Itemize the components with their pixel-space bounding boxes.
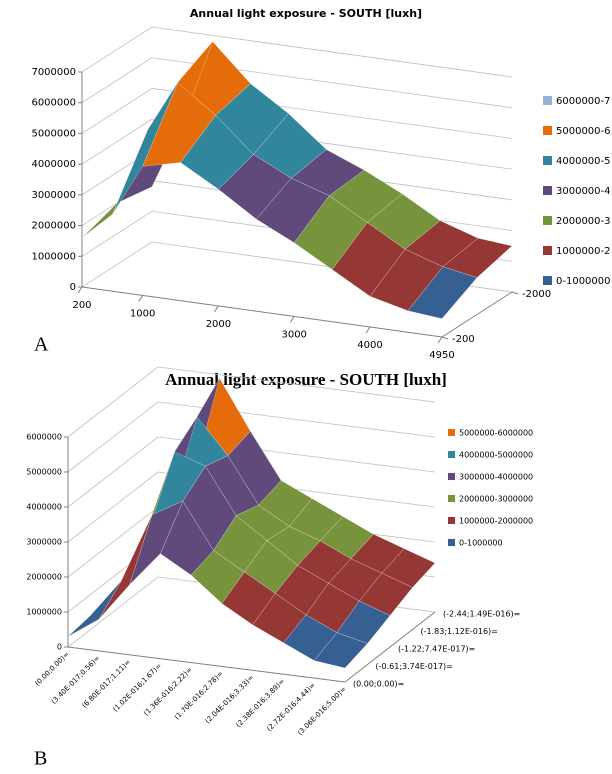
y-tick-label: 7000000: [31, 67, 76, 78]
legend-label: 3000000-4: [556, 186, 611, 197]
legend-label: 4000000-5000000: [459, 451, 533, 460]
grid-line: [67, 366, 159, 438]
chart-title: Annual light exposure - SOUTH [luxh]: [165, 370, 447, 389]
grid-line: [67, 506, 159, 578]
y-tick-label: 1000000: [31, 251, 76, 262]
legend-swatch: [448, 473, 455, 480]
legend-swatch: [448, 429, 455, 436]
legend-swatch: [448, 451, 455, 458]
legend-swatch: [543, 126, 552, 135]
depth-axis: [344, 611, 436, 683]
legend-swatch: [543, 276, 552, 285]
legend-label: 1000000-2000000: [459, 517, 533, 526]
y-tick-label: 0: [70, 282, 76, 293]
y-tick-label: 6000000: [31, 98, 76, 109]
legend-swatch: [543, 186, 552, 195]
grid-line: [67, 401, 159, 473]
y-tick-label: 3000000: [31, 190, 76, 201]
depth-tick-label: (-1.22;7.47E-017)=: [398, 645, 475, 654]
x-axis: [67, 646, 346, 683]
legend-label: 2000000-3: [556, 216, 611, 227]
depth-tick-label: -200: [452, 334, 475, 345]
grid-line: [151, 26, 513, 78]
x-tick-label: 2000: [206, 319, 231, 330]
grid-line: [67, 576, 159, 648]
grid-line: [81, 118, 153, 165]
legend-label: 1000000-2: [556, 246, 611, 257]
grid-line: [81, 241, 153, 288]
legend-label: 5000000-6000000: [459, 429, 533, 438]
x-tick: [138, 295, 144, 302]
depth-tick-label: (0.00;0.00)=: [353, 680, 404, 689]
legend-swatch: [448, 517, 455, 524]
grid-line: [81, 26, 153, 73]
x-tick-label: 4000: [357, 340, 382, 351]
legend-label: 6000000-7: [556, 96, 611, 107]
depth-tick-label: (-0.61;3.74E-017)=: [376, 662, 453, 671]
x-tick-label: 200: [72, 300, 91, 311]
panel-label: B: [34, 748, 47, 770]
x-tick: [365, 326, 371, 334]
grid-line: [67, 471, 159, 543]
chart-title: Annual light exposure - SOUTH [luxh]: [190, 7, 422, 20]
legend-label: 2000000-3000000: [459, 495, 533, 504]
y-tick-label: 5000000: [31, 128, 76, 139]
grid-line: [67, 436, 159, 508]
legend-label: 0-1000000: [459, 539, 503, 548]
x-tick-label: 3000: [281, 329, 306, 340]
x-tick-label: (0.00;0.00)=: [33, 650, 70, 687]
x-tick: [77, 286, 83, 294]
depth-tick-label: (-1.83;1.12E-016)=: [421, 627, 498, 636]
depth-tick-label: -2000: [522, 289, 551, 300]
legend-label: 5000000-6: [556, 126, 611, 137]
x-tick: [437, 336, 443, 344]
legend-swatch: [543, 216, 552, 225]
y-tick-label: 5000000: [26, 468, 62, 477]
y-tick-label: 1000000: [26, 608, 62, 617]
legend-swatch: [543, 246, 552, 255]
grid-line: [81, 88, 153, 134]
y-tick-label: 3000000: [26, 538, 62, 547]
depth-tick: [441, 336, 449, 340]
x-tick: [214, 305, 219, 313]
legend-label: 3000000-4000000: [459, 473, 533, 482]
depth-tick: [511, 291, 519, 295]
legend-label: 4000000-5: [556, 156, 611, 167]
legend-label: 0-1000000: [556, 276, 611, 287]
x-tick: [289, 316, 295, 323]
panel-label: A: [34, 334, 49, 356]
surface-patch: [67, 580, 122, 637]
depth-tick-label: (-2.44;1.49E-016)=: [443, 610, 520, 619]
x-tick-label: 1000: [130, 308, 155, 319]
legend-swatch: [448, 495, 455, 502]
y-tick-label: 4000000: [26, 503, 62, 512]
depth-axis: [441, 291, 513, 338]
legend-swatch: [543, 96, 552, 105]
y-tick-label: 4000000: [31, 159, 76, 170]
x-axis: [81, 286, 443, 338]
y-tick-label: 6000000: [26, 433, 62, 442]
y-tick-label: 0: [57, 643, 62, 652]
grid-line: [81, 57, 153, 104]
grid-line: [81, 210, 153, 257]
surface-patch: [81, 130, 148, 239]
y-tick-label: 2000000: [26, 573, 62, 582]
legend-swatch: [543, 156, 552, 165]
y-tick-label: 2000000: [31, 221, 76, 232]
x-tick-label: 4950: [429, 350, 454, 361]
grid-line: [157, 366, 436, 403]
legend-swatch: [448, 539, 455, 546]
